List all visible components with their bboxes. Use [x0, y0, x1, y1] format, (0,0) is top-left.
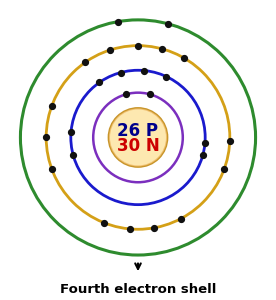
Circle shape	[110, 110, 166, 165]
Text: 30 N: 30 N	[117, 137, 159, 155]
Text: Fourth electron shell: Fourth electron shell	[60, 283, 216, 296]
Circle shape	[108, 108, 168, 167]
Text: 26 P: 26 P	[118, 122, 158, 140]
